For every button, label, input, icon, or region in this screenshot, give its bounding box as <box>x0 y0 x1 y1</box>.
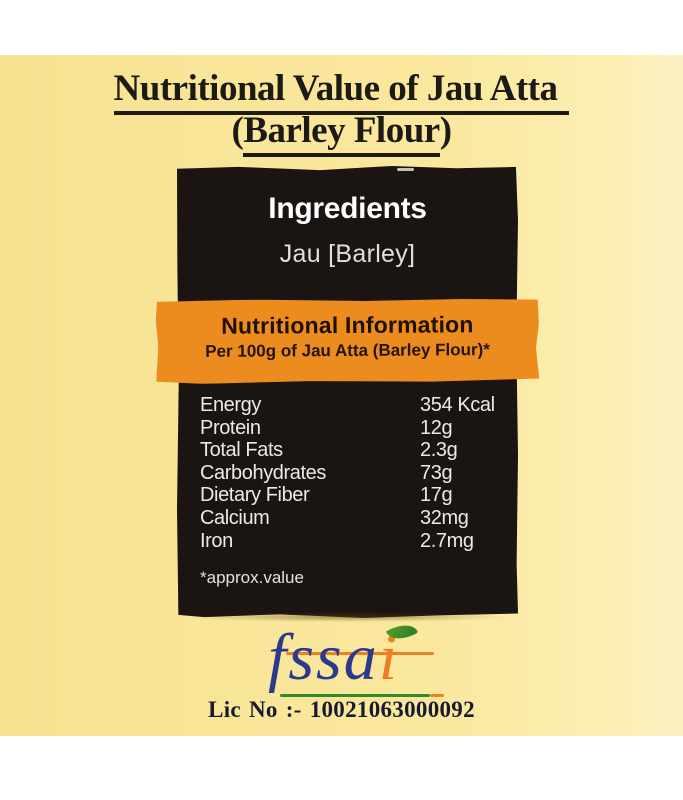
nutrient-value: 12g <box>420 416 453 439</box>
title-subtitle-underlined: Barley Flour <box>243 110 440 157</box>
license-number: Lic No :- 10021063000092 <box>208 697 475 722</box>
table-row: Calcium 32mg <box>200 507 500 530</box>
nutrient-value: 2.3g <box>420 439 458 462</box>
title-paren-close: ) <box>439 110 452 151</box>
approx-footnote: *approx.value <box>200 568 304 587</box>
nutrient-label: Dietary Fiber <box>200 484 310 507</box>
table-row: Carbohydrates 73g <box>200 462 500 485</box>
nutrient-label: Carbohydrates <box>200 461 326 484</box>
table-row: Protein 12g <box>200 417 500 440</box>
nutrient-label: Energy <box>200 394 261 416</box>
nutrient-label: Protein <box>200 416 261 439</box>
nutrient-value: 73g <box>420 461 453 484</box>
ingredients-panel: Ingredients Jau [Barley] Energy 354 Kcal… <box>177 166 518 618</box>
ingredients-heading: Ingredients <box>268 192 427 225</box>
banner-subtitle: Per 100g of Jau Atta (Barley Flour)* <box>205 340 490 361</box>
nutrient-value: 32mg <box>420 506 469 529</box>
page-title-line1: Nutritional Value of Jau Atta <box>0 68 683 115</box>
nutrient-label: Total Fats <box>200 439 283 462</box>
banner-title: Nutritional Information <box>221 311 474 339</box>
panel-shadow <box>185 612 511 622</box>
nutrient-value: 17g <box>420 484 453 507</box>
title-underlined-text: Nutritional Value of Jau Atta <box>113 68 570 115</box>
fssai-wordmark: fssai <box>268 620 399 696</box>
ingredients-item: Jau [Barley] <box>279 240 416 268</box>
texture-mark <box>397 168 414 171</box>
table-row: Total Fats 2.3g <box>200 439 500 462</box>
nutrient-value: 2.7mg <box>420 529 474 552</box>
table-row: Dietary Fiber 17g <box>200 484 500 507</box>
title-paren-open: ( <box>231 110 244 151</box>
nutrient-label: Iron <box>200 529 233 552</box>
fssai-text-blue: fssa <box>268 621 379 694</box>
table-row: Energy 354 Kcal <box>200 394 500 417</box>
nutritional-information-banner: Nutritional Information Per 100g of Jau … <box>156 298 540 384</box>
fssai-topbar <box>286 652 434 655</box>
table-row: Iron 2.7mg <box>200 530 500 553</box>
fssai-text-orange-i: i <box>378 621 400 694</box>
fssai-green-underline <box>280 694 430 697</box>
nutrient-value: 354 Kcal <box>420 394 495 416</box>
nutrient-label: Calcium <box>200 506 270 529</box>
page-title-line2: (Barley Flour) <box>0 110 683 157</box>
nutrition-table: Energy 354 Kcal Protein 12g Total Fats 2… <box>200 394 500 552</box>
fssai-orange-tail <box>430 694 444 697</box>
fssai-logo: fssai <box>256 616 444 700</box>
